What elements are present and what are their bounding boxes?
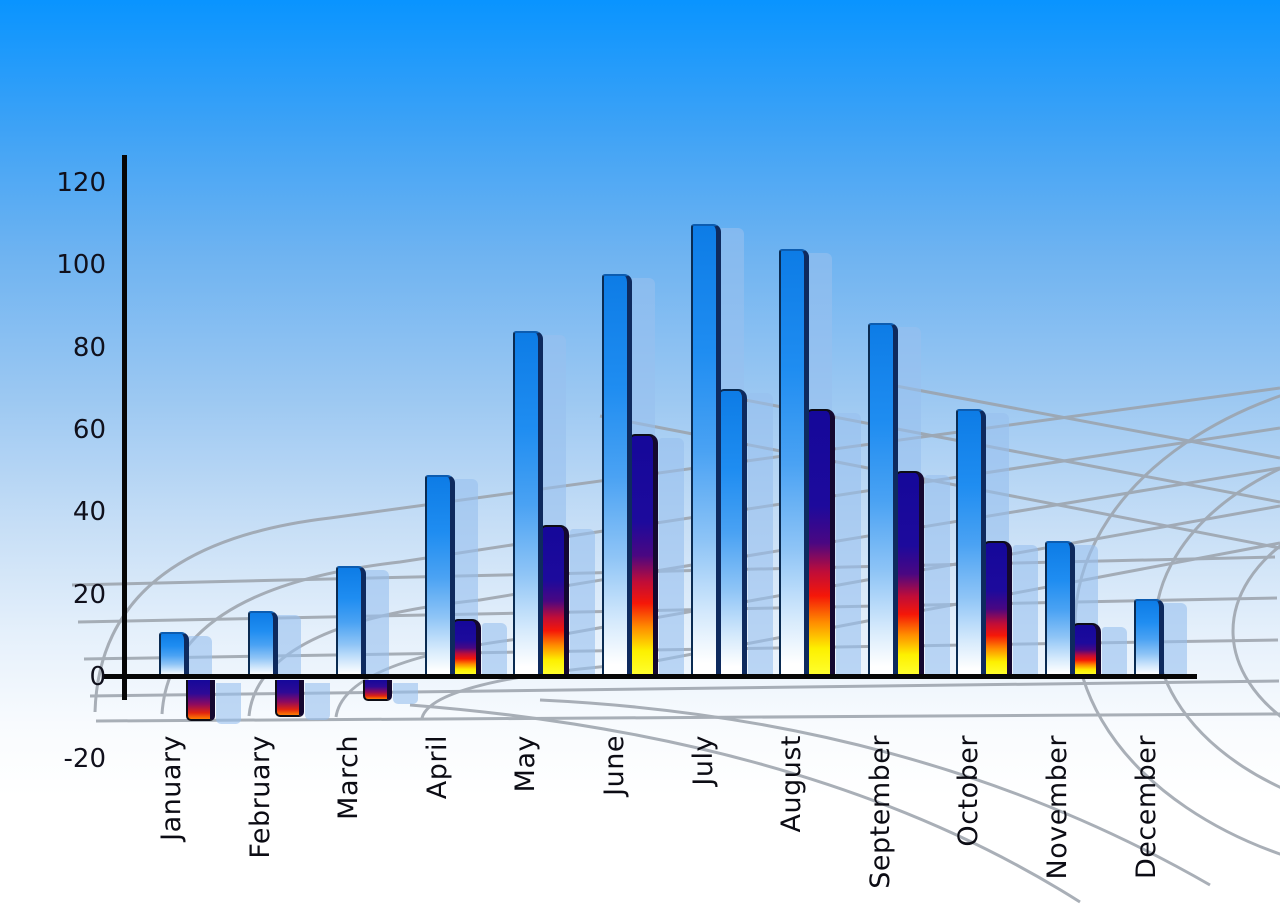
grid-floor-line [89,679,1280,698]
bar-shadow-october-secondary [1013,545,1039,677]
month-label-july: July [687,735,719,786]
grid-floor-line [95,712,1280,723]
bar-shadow-november-secondary [1102,627,1127,677]
month-label-march: March [333,735,365,820]
y-axis-line [122,155,127,700]
bar-january-primary [159,631,189,677]
bar-shadow-february-secondary [304,683,330,721]
bar-shadow-april-secondary [481,623,507,677]
bar-may-primary [513,331,544,677]
bar-june-primary [602,273,632,677]
bar-april-secondary [451,619,481,677]
grid-right-arc [1231,544,1280,718]
month-label-may: May [510,735,542,793]
bar-shadow-january-secondary [216,683,241,725]
month-label-january: January [156,735,187,841]
bar-shadow-july-secondary [747,392,773,677]
bar-shadow-june-secondary [659,438,684,677]
grid-sweep-curve [409,703,1081,904]
bar-october-secondary [983,541,1013,677]
bar-february-secondary [274,680,304,718]
bar-shadow-march-secondary [393,683,419,704]
x-axis-baseline [103,674,1197,679]
bar-shadow-january-primary [187,635,212,677]
bar-shadow-february-primary [275,615,301,677]
y-tick-40: 40 [72,497,106,528]
y-tick-100: 100 [56,250,106,281]
bar-august-primary [779,248,810,677]
grid-sweep-curve [539,698,1211,887]
bar-december-primary [1133,598,1164,677]
bar-september-secondary [894,471,924,677]
bar-july-primary [690,224,721,677]
bar-january-secondary [186,680,215,722]
month-label-june: June [599,735,630,796]
bar-august-secondary [806,409,836,677]
bar-february-primary [247,611,278,677]
month-label-september: September [864,735,896,889]
y-tick-60: 60 [72,414,106,445]
bar-march-primary [336,565,367,677]
bar-october-primary [956,409,987,677]
bar-november-secondary [1072,623,1101,677]
bar-may-secondary [540,524,570,677]
bar-november-primary [1045,541,1075,677]
month-label-november: November [1042,735,1073,880]
month-label-april: April [421,735,453,800]
y-tick-80: 80 [72,332,106,363]
bar-june-secondary [629,434,658,677]
grid-diagonal [879,381,1280,460]
bar-september-primary [867,322,898,677]
bar-shadow-may-secondary [570,528,596,677]
month-label-february: February [244,735,276,859]
bar-shadow-august-secondary [836,413,862,677]
grid-ring-line [93,386,1280,713]
bar-july-secondary [717,388,747,677]
month-label-october: October [953,735,985,847]
month-label-august: August [776,735,808,833]
bar-april-primary [424,475,455,677]
bar-shadow-september-secondary [924,475,950,677]
y-tick-20: 20 [72,579,106,610]
bar-shadow-march-primary [364,569,390,677]
month-label-december: December [1130,735,1162,880]
y-tick--20: -20 [63,744,106,775]
bar-march-secondary [363,680,393,701]
bar-shadow-december-primary [1161,602,1187,677]
y-tick-120: 120 [56,167,106,198]
y-tick-0: 0 [89,662,106,692]
